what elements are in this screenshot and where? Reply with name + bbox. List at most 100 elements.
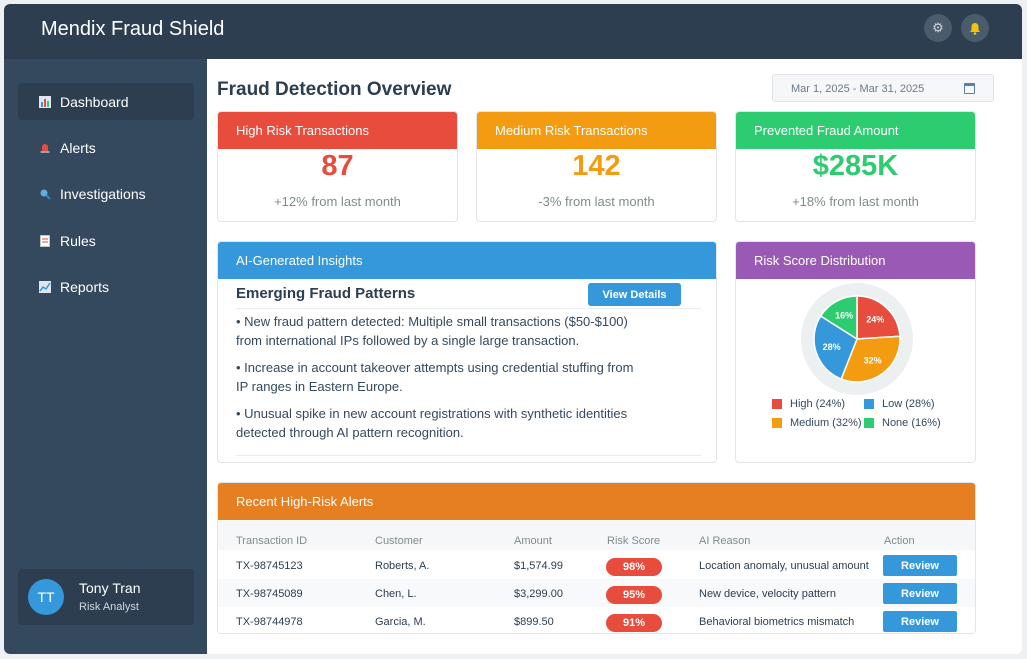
customer-name: Garcia, M. [375, 616, 426, 628]
calendar-icon [964, 83, 975, 94]
risk-distribution-card: Risk Score Distribution 24% 32% 28% 16% Hig… [735, 241, 976, 463]
magnifier-icon [38, 187, 52, 201]
pie-slice-none [819, 295, 858, 341]
sidebar-item-label: Alerts [60, 139, 96, 156]
main-content: Fraud Detection Overview Mar 1, 2025 - M… [207, 59, 1022, 654]
legend-swatch [864, 418, 874, 428]
sidebar-item-dashboard[interactable]: Dashboard [18, 83, 194, 120]
risk-score-badge: 98% [606, 558, 662, 576]
gear-icon: ⚙ [932, 20, 944, 35]
legend-swatch [772, 418, 782, 428]
stat-card-high-risk: High Risk Transactions 87 +12% from last… [217, 111, 458, 222]
table-row: TX-98745123 Roberts, A. $1,574.99 98% Lo… [218, 551, 975, 579]
legend-label: None (16%) [882, 417, 941, 429]
ai-insights-card: AI-Generated Insights Emerging Fraud Pat… [217, 241, 717, 463]
divider [236, 455, 701, 456]
insights-header: AI-Generated Insights [218, 242, 716, 279]
insight-item: • Unusual spike in new account registrat… [236, 406, 628, 440]
date-range-value: Mar 1, 2025 - Mar 31, 2025 [791, 83, 925, 95]
legend-item-high: High (24%) [772, 398, 845, 410]
stat-card-prevented-fraud: Prevented Fraud Amount $285K +18% from l… [735, 111, 976, 222]
bar-chart-icon [38, 95, 52, 109]
stat-change: -3% from last month [538, 194, 655, 209]
sidebar-item-rules[interactable]: Rules [18, 222, 194, 259]
column-header: Risk Score [607, 535, 661, 547]
risk-pie-chart: 24% 32% 28% 16% [801, 283, 913, 395]
amount: $1,574.99 [514, 560, 563, 572]
sidebar-item-label: Reports [60, 278, 110, 295]
column-header: Action [884, 535, 915, 547]
column-header: Customer [375, 535, 423, 547]
pie-label-medium: 32% [864, 356, 882, 366]
sidebar-item-label: Investigations [60, 185, 146, 202]
stat-change: +18% from last month [792, 194, 919, 209]
column-header: Amount [514, 535, 552, 547]
legend-item-low: Low (28%) [864, 398, 935, 410]
review-button[interactable]: Review [883, 555, 957, 576]
app-window: Mendix Fraud Shield ⚙ Dashboard Alerts [4, 4, 1022, 654]
review-button[interactable]: Review [883, 583, 957, 604]
document-icon [38, 234, 52, 248]
sidebar-item-label: Dashboard [60, 93, 129, 110]
settings-button[interactable]: ⚙ [924, 14, 952, 42]
insights-subtitle: Emerging Fraud Patterns [236, 285, 416, 302]
pie-label-low: 28% [823, 342, 841, 352]
table-row: TX-98744978 Garcia, M. $899.50 91% Behav… [218, 607, 975, 633]
sidebar-item-reports[interactable]: Reports [18, 268, 194, 305]
recent-alerts-card: Recent High-Risk Alerts Transaction ID C… [217, 482, 976, 634]
divider [236, 308, 701, 309]
stat-value: 142 [572, 150, 621, 182]
stat-value: 87 [321, 150, 354, 182]
alerts-header: Recent High-Risk Alerts [218, 483, 975, 520]
stat-card-title: High Risk Transactions [218, 112, 457, 149]
legend-label: Low (28%) [882, 398, 935, 410]
amount: $899.50 [514, 616, 554, 628]
legend-item-medium: Medium (32%) [772, 417, 862, 429]
bell-icon [970, 22, 980, 35]
pie-label-high: 24% [866, 315, 884, 325]
review-button[interactable]: Review [883, 611, 957, 632]
pie-slice-high [856, 295, 901, 340]
user-profile-card[interactable]: TT Tony Tran Risk Analyst [18, 569, 194, 625]
line-chart-icon [38, 280, 52, 294]
legend-item-none: None (16%) [864, 417, 941, 429]
risk-score-badge: 91% [606, 614, 662, 632]
legend-label: Medium (32%) [790, 417, 862, 429]
stat-card-title: Prevented Fraud Amount [736, 112, 975, 149]
customer-name: Chen, L. [375, 588, 417, 600]
stat-value: $285K [812, 150, 899, 182]
app-title: Mendix Fraud Shield [41, 18, 225, 40]
insight-item: • Increase in account takeover attempts … [236, 360, 634, 394]
pie-slice-medium [840, 335, 901, 383]
amount: $3,299.00 [514, 588, 563, 600]
pie-slice-low [813, 314, 858, 380]
column-header: Transaction ID [236, 535, 308, 547]
transaction-id: TX-98745089 [236, 588, 303, 600]
sidebar-item-alerts[interactable]: Alerts [18, 129, 194, 166]
sidebar-item-investigations[interactable]: Investigations [18, 175, 194, 212]
pie-label-none: 16% [835, 311, 853, 321]
legend-swatch [772, 399, 782, 409]
risk-score-badge: 95% [606, 586, 662, 604]
column-header: AI Reason [699, 535, 751, 547]
page-title: Fraud Detection Overview [217, 79, 452, 100]
ai-reason: Behavioral biometrics mismatch [699, 616, 855, 628]
user-role: Risk Analyst [79, 601, 139, 613]
siren-icon [38, 141, 52, 155]
sidebar-item-label: Rules [60, 232, 96, 249]
transaction-id: TX-98744978 [236, 616, 303, 628]
risk-distribution-header: Risk Score Distribution [736, 242, 975, 279]
ai-reason: Location anomaly, unusual amount [699, 560, 869, 572]
date-range-picker[interactable]: Mar 1, 2025 - Mar 31, 2025 [772, 74, 994, 102]
transaction-id: TX-98745123 [236, 560, 303, 572]
stat-card-title: Medium Risk Transactions [477, 112, 716, 149]
table-header [218, 521, 975, 550]
customer-name: Roberts, A. [375, 560, 430, 572]
ai-reason: New device, velocity pattern [699, 588, 836, 600]
notifications-button[interactable] [961, 14, 989, 42]
stat-card-medium-risk: Medium Risk Transactions 142 -3% from la… [476, 111, 717, 222]
avatar: TT [28, 579, 64, 615]
sidebar: Dashboard Alerts Investigations Rules Re… [4, 59, 207, 654]
view-details-button[interactable]: View Details [588, 283, 681, 306]
legend-swatch [864, 399, 874, 409]
